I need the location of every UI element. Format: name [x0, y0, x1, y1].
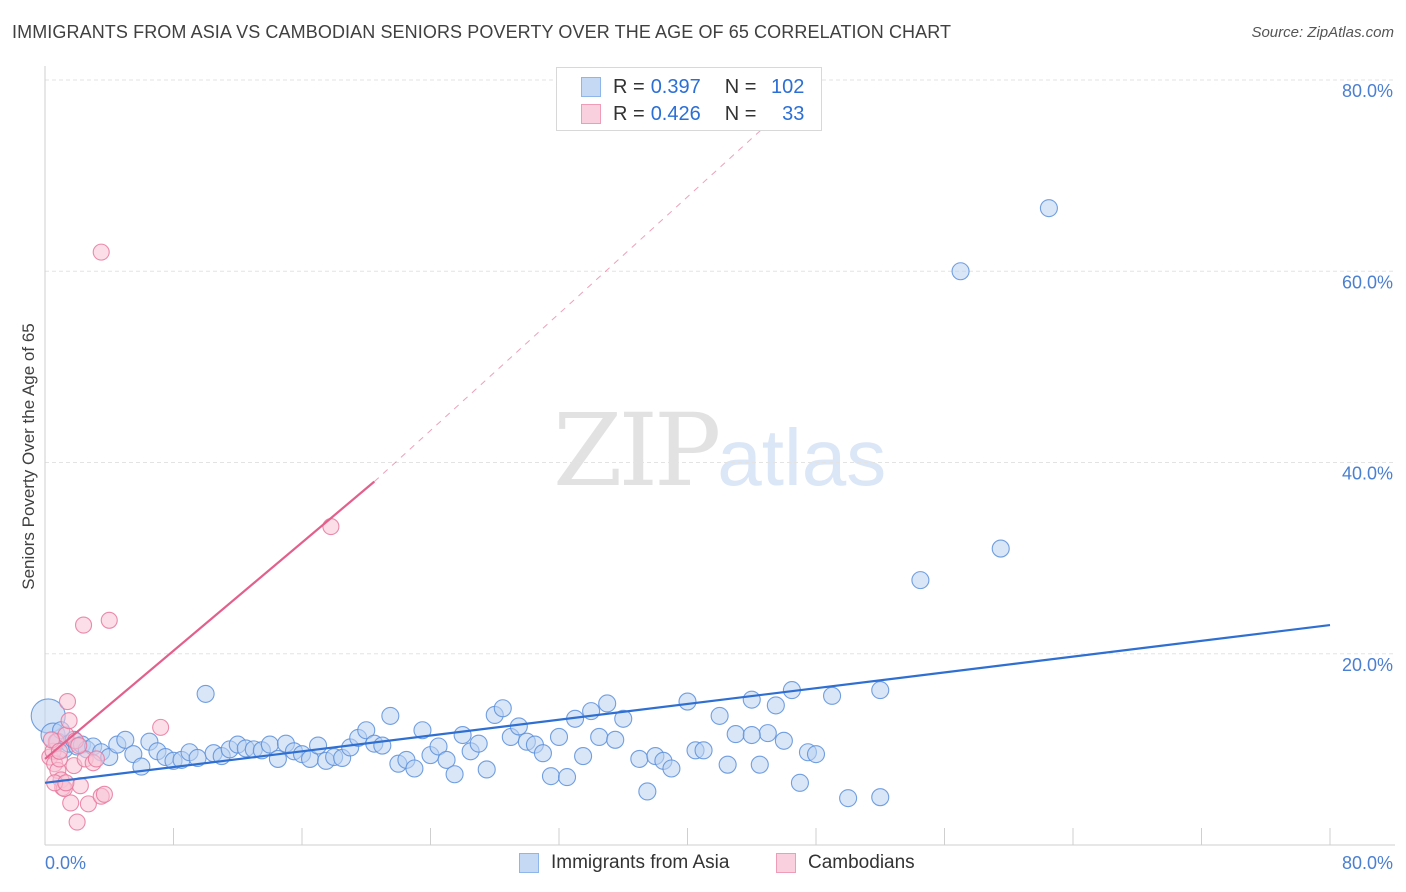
legend-r-value-asia: 0.397	[650, 75, 701, 98]
watermark-zip: ZIP	[553, 392, 721, 509]
asia-point-91	[766, 696, 785, 715]
y-tick-label-80: 80.0%	[1342, 81, 1393, 101]
legend-n-label: N =	[724, 75, 757, 98]
source-label: Source: ZipAtlas.com	[1251, 24, 1394, 41]
asia-point-58	[469, 734, 488, 753]
asia-point-104	[1039, 199, 1058, 218]
legend-r-value-cambodians: 0.426	[650, 102, 701, 125]
legend-n-label: N =	[724, 102, 757, 125]
legend-row-cambodians: R = 0.426 N = 33	[581, 101, 804, 127]
asia-point-75	[606, 730, 625, 749]
asia-point-50	[405, 759, 424, 778]
asia-point-101	[911, 571, 930, 590]
correlation-legend: R = 0.397 N = 102 R = 0.426 N = 33	[556, 67, 822, 131]
y-tick-label-20: 20.0%	[1342, 655, 1393, 675]
asia-point-53	[429, 737, 448, 756]
asia-point-47	[381, 706, 400, 725]
asia-point-76	[614, 709, 633, 728]
legend-swatch-cambodians	[581, 104, 601, 124]
cambodian-point-30	[50, 742, 69, 760]
asia-point-92	[774, 731, 793, 750]
asia-point-38	[309, 736, 328, 755]
asia-point-84	[694, 741, 713, 760]
asia-point-54	[437, 750, 456, 769]
asia-point-71	[574, 747, 593, 766]
cambodian-point-31	[57, 774, 75, 792]
asia-point-78	[638, 782, 657, 801]
bottom-legend-label-asia: Immigrants from Asia	[551, 852, 730, 873]
legend-n-value-asia: 102	[771, 75, 805, 98]
cambodian-point-10	[58, 693, 77, 711]
asia-point-99	[871, 788, 890, 807]
cambodian-point-32	[70, 736, 88, 755]
cambodian-point-19	[79, 795, 97, 813]
cambodian-point-27	[322, 518, 340, 536]
asia-point-77	[630, 749, 649, 768]
asia-point-89	[750, 755, 769, 774]
cambodian-point-21	[87, 750, 105, 768]
cambodian-point-25	[92, 243, 110, 261]
chart-title: IMMIGRANTS FROM ASIA VS CAMBODIAN SENIOR…	[12, 22, 952, 42]
cambodian-trend-extension	[373, 79, 817, 482]
asia-point-55	[445, 765, 464, 784]
asia-point-67	[541, 767, 561, 786]
asia-point-59	[477, 760, 496, 779]
y-tick-label-40: 40.0%	[1342, 464, 1393, 484]
bottom-legend-swatch-asia	[519, 853, 539, 873]
asia-point-56	[453, 725, 472, 745]
cambodian-point-24	[100, 611, 118, 629]
asia-point-90	[758, 724, 777, 743]
legend-row-asia: R = 0.397 N = 102	[581, 74, 804, 100]
cambodian-point-26	[152, 718, 170, 736]
asia-point-85	[710, 706, 729, 725]
watermark-atlas: atlas	[717, 413, 887, 502]
bottom-legend-cambodians: Cambodians	[776, 852, 915, 874]
asia-point-94	[790, 773, 809, 792]
asia-point-103	[991, 539, 1010, 558]
watermark: ZIPatlas	[553, 392, 886, 509]
legend-n-value-cambodians: 33	[782, 102, 805, 125]
asia-point-81	[662, 759, 681, 778]
asia-point-98	[839, 789, 858, 808]
asia-point-73	[590, 727, 609, 746]
bottom-legend-label-cambodians: Cambodians	[808, 852, 915, 873]
asia-point-97	[823, 686, 842, 705]
legend-r-label: R =	[613, 75, 645, 98]
cambodian-point-23	[95, 785, 113, 803]
asia-point-82	[678, 692, 697, 711]
cambodian-point-17	[75, 616, 93, 634]
asia-point-66	[533, 744, 552, 763]
asia-trend-line	[44, 623, 1331, 784]
asia-point-86	[718, 755, 737, 774]
asia-point-68	[549, 727, 569, 746]
asia-point-44	[357, 721, 376, 740]
cambodian-trend-line	[44, 480, 375, 760]
asia-point-61	[493, 699, 512, 718]
y-tick-label-60: 60.0%	[1342, 272, 1393, 292]
asia-point-51	[413, 721, 432, 740]
legend-r-label: R =	[613, 102, 645, 125]
asia-point-102	[951, 262, 970, 281]
legend-swatch-asia	[581, 77, 601, 97]
bottom-legend-asia: Immigrants from Asia	[519, 852, 729, 874]
asia-point-96	[806, 745, 826, 764]
x-tick-label-min: 0.0%	[45, 853, 86, 873]
y-axis-label: Seniors Poverty Over the Age of 65	[19, 323, 38, 589]
bottom-legend-swatch-cambodians	[776, 853, 796, 873]
asia-point-24	[196, 684, 215, 703]
asia-point-69	[557, 768, 577, 787]
x-tick-label-max: 80.0%	[1342, 853, 1393, 873]
cambodian-point-11	[60, 712, 78, 730]
asia-point-88	[742, 690, 761, 709]
cambodian-point-12	[62, 794, 80, 812]
asia-point-14	[116, 730, 135, 749]
asia-point-100	[871, 681, 890, 700]
asia-point-105	[742, 725, 761, 745]
asia-point-87	[726, 725, 745, 744]
cambodian-point-15	[68, 813, 86, 831]
asia-point-74	[598, 694, 617, 713]
